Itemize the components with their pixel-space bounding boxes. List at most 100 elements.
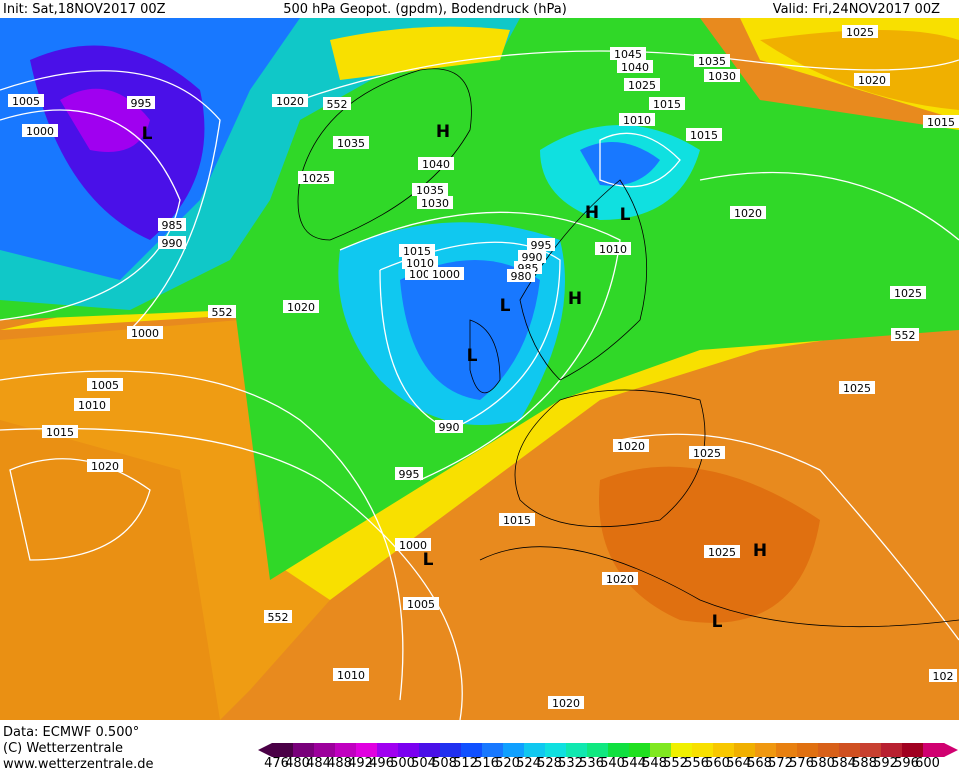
website: www.wetterzentrale.de (3, 757, 153, 770)
colorbar-label: 488 (327, 756, 352, 770)
isobar-label: 990 (439, 421, 460, 434)
pressure-center: H (568, 289, 582, 309)
label-box (929, 669, 957, 682)
label-box (87, 378, 123, 391)
label-box (649, 97, 685, 110)
colorbar-swatch (524, 743, 546, 757)
isobar-label: 1020 (276, 95, 304, 108)
label-box (891, 328, 919, 341)
isobar-label: 1025 (628, 79, 656, 92)
isobar-label: 1035 (698, 55, 726, 68)
label-box (87, 459, 123, 472)
label-box (595, 242, 631, 255)
colorbar-swatch (692, 743, 714, 757)
label-box (395, 467, 423, 480)
label-box (610, 47, 646, 60)
isobar-label: 1010 (623, 114, 651, 127)
isobar-label: 1005 (91, 379, 119, 392)
isobar-label: 990 (162, 237, 183, 250)
label-box (395, 538, 431, 551)
colorbar-label: 560 (705, 756, 730, 770)
colorbar-swatch (881, 743, 903, 757)
isobar-label: 1025 (846, 26, 874, 39)
label-box (298, 171, 334, 184)
colorbar-label: 484 (306, 756, 331, 770)
colorbar-swatch (587, 743, 609, 757)
isobar-label: 1035 (337, 137, 365, 150)
colorbar-swatch (776, 743, 798, 757)
pressure-center: H (436, 122, 450, 142)
isobar-label: 1000 (131, 327, 159, 340)
label-box (127, 326, 163, 339)
isobar-label: 1025 (302, 172, 330, 185)
isobar-label: 1020 (858, 74, 886, 87)
colorbar-swatch (440, 743, 462, 757)
colorbar-swatch (755, 743, 777, 757)
isobar-label: 980 (511, 270, 532, 283)
label-box (730, 206, 766, 219)
label-box (74, 398, 110, 411)
init-time: Init: Sat,18NOV2017 00Z (3, 2, 166, 17)
isobar-label: 1015 (403, 245, 431, 258)
colorbar-label: 524 (516, 756, 541, 770)
colorbar-swatch (671, 743, 693, 757)
isobar-label: 1010 (78, 399, 106, 412)
colorbar-label: 536 (579, 756, 604, 770)
isobar-label: 1025 (708, 546, 736, 559)
colorbar-label: 492 (348, 756, 373, 770)
colorbar: 4764804844884924965005045085125165205245… (258, 743, 958, 771)
label-box (158, 218, 186, 231)
colorbar-label: 508 (432, 756, 457, 770)
isobar-label: 1040 (422, 158, 450, 171)
colorbar-swatch (608, 743, 630, 757)
colorbar-swatch (713, 743, 735, 757)
label-box (333, 668, 369, 681)
isobar-label: 1035 (416, 184, 444, 197)
label-box (418, 157, 454, 170)
label-box (127, 96, 155, 109)
pressure-center: L (500, 296, 511, 316)
pressure-center: H (585, 203, 599, 223)
label-box (854, 73, 890, 86)
colorbar-label: 548 (642, 756, 667, 770)
isobar-label: 1010 (599, 243, 627, 256)
colorbar-swatch (272, 743, 294, 757)
label-box (518, 250, 546, 263)
colorbar-label: 568 (747, 756, 772, 770)
colorbar-label: 584 (831, 756, 856, 770)
colorbar-label: 532 (558, 756, 583, 770)
isobar-label: 1005 (407, 598, 435, 611)
isobar-label: 1020 (617, 440, 645, 453)
isobar-label: 1010 (337, 669, 365, 682)
isobar-label: 1030 (708, 70, 736, 83)
colorbar-label: 600 (915, 756, 940, 770)
pressure-center: H (753, 541, 767, 561)
colorbar-label: 512 (453, 756, 478, 770)
isobar-label: 1045 (614, 48, 642, 61)
colorbar-swatch (545, 743, 567, 757)
isobar-label: 1020 (287, 301, 315, 314)
label-box (8, 94, 44, 107)
label-box (704, 545, 740, 558)
colorbar-label: 476 (264, 756, 289, 770)
isobar-label: 1025 (894, 287, 922, 300)
label-box (686, 128, 722, 141)
label-box (617, 60, 653, 73)
colorbar-swatch (629, 743, 651, 757)
colorbar-label: 520 (495, 756, 520, 770)
label-box (208, 305, 236, 318)
label-box (399, 244, 435, 257)
label-box (842, 25, 878, 38)
label-box (333, 136, 369, 149)
label-box (527, 238, 555, 251)
colorbar-swatch (419, 743, 441, 757)
colorbar-swatch (566, 743, 588, 757)
colorbar-swatch (398, 743, 420, 757)
label-box (272, 94, 308, 107)
colorbar-label: 504 (411, 756, 436, 770)
isobar-label: 1010 (406, 257, 434, 270)
label-box (602, 572, 638, 585)
isobar-label: 985 (162, 219, 183, 232)
isobar-label: 1025 (693, 447, 721, 460)
